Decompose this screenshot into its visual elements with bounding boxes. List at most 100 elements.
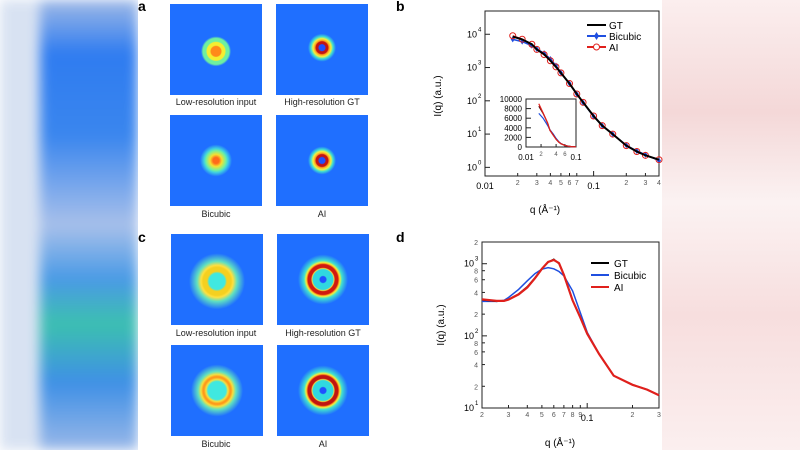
y-tick-label: 10 bbox=[467, 96, 477, 106]
caption-a-gt: High-resolution GT bbox=[284, 97, 360, 107]
heatmap-a-ai bbox=[276, 115, 368, 206]
caption-c-bicubic: Bicubic bbox=[201, 439, 231, 449]
caption-c-low-res: Low-resolution input bbox=[175, 328, 257, 338]
data-point-ai bbox=[566, 80, 574, 88]
inset-background bbox=[526, 99, 576, 147]
x-tick-label: 2 bbox=[631, 412, 635, 419]
data-point-ai bbox=[552, 63, 560, 71]
y-tick-label: 10 bbox=[467, 29, 477, 39]
x-tick-label: 2 bbox=[539, 152, 543, 158]
x-tick-label: 6 bbox=[552, 412, 556, 419]
data-point-ai bbox=[533, 45, 541, 53]
data-point-ai bbox=[598, 122, 606, 130]
figure-panel: a c b d Low-resolution input High-resolu… bbox=[138, 0, 662, 450]
x-tick-label: 2 bbox=[516, 180, 520, 187]
y-tick-label: 2 bbox=[474, 312, 478, 319]
x-tick-label: 7 bbox=[562, 412, 566, 419]
plot-frame bbox=[484, 10, 660, 177]
y-tick-label: 2 bbox=[474, 384, 478, 391]
legend-label-bicubic: Bicubic bbox=[614, 271, 646, 282]
x-tick-label: 5 bbox=[559, 180, 563, 187]
legend-label-gt: GT bbox=[614, 259, 628, 270]
y-tick-label: 8 bbox=[474, 341, 478, 348]
data-point-ai bbox=[609, 130, 617, 138]
panel-label-b: b bbox=[396, 0, 405, 14]
y-tick-exponent: 3 bbox=[475, 257, 479, 263]
y-tick-exponent: 3 bbox=[478, 61, 482, 67]
y-tick-label: 6 bbox=[474, 350, 478, 357]
y-tick-label: 2 bbox=[474, 240, 478, 247]
x-tick-label: 3 bbox=[643, 180, 647, 187]
x-tick-label: 2 bbox=[624, 180, 628, 187]
x-tick-label: 8 bbox=[571, 412, 575, 419]
data-point-ai bbox=[633, 147, 641, 155]
caption-c-ai: AI bbox=[318, 439, 328, 449]
y-tick-label: 10 bbox=[467, 63, 477, 73]
y-tick-label: 4 bbox=[474, 290, 478, 297]
y-tick-label: 10 bbox=[464, 331, 474, 341]
data-point-ai bbox=[509, 32, 517, 40]
y-tick-exponent: 2 bbox=[475, 329, 479, 335]
legend-label-gt: GT bbox=[609, 21, 623, 32]
y-tick-label: 4 bbox=[474, 363, 478, 370]
legend-label-ai: AI bbox=[609, 43, 618, 54]
caption-a-low-res: Low-resolution input bbox=[175, 97, 257, 107]
legend-marker-bicubic bbox=[594, 32, 599, 40]
caption-a-ai: AI bbox=[317, 209, 327, 219]
y-axis-label: I(q) (a.u.) bbox=[436, 304, 447, 345]
x-axis-label: q (Å⁻¹) bbox=[545, 436, 575, 449]
data-point-ai bbox=[573, 90, 581, 98]
data-point-ai bbox=[622, 142, 630, 150]
plot-frame bbox=[481, 241, 660, 409]
y-tick-label: 4000 bbox=[504, 124, 522, 133]
y-tick-exponent: 1 bbox=[478, 127, 482, 133]
x-tick-label: 7 bbox=[575, 180, 579, 187]
data-point-ai bbox=[540, 51, 548, 59]
legend-label-ai: AI bbox=[614, 283, 623, 294]
x-tick-label: 6 bbox=[568, 180, 572, 187]
caption-c-gt: High-resolution GT bbox=[285, 328, 361, 338]
y-axis-label: I(q) (a.u.) bbox=[433, 75, 444, 116]
x-tick-label: 6 bbox=[563, 152, 567, 158]
series-line-gt bbox=[512, 35, 660, 161]
y-tick-exponent: 4 bbox=[478, 27, 482, 33]
y-tick-label: 10000 bbox=[500, 95, 523, 104]
legend-marker-ai bbox=[593, 43, 600, 51]
data-point-ai bbox=[590, 112, 598, 120]
y-tick-label: 2000 bbox=[504, 133, 522, 142]
x-tick-label: 0.01 bbox=[518, 153, 534, 162]
y-tick-exponent: 2 bbox=[478, 94, 482, 100]
series-line-bicubic bbox=[482, 266, 660, 396]
series-line-ai bbox=[481, 258, 660, 397]
x-tick-label: 9 bbox=[578, 412, 582, 419]
y-tick-label: 10 bbox=[467, 129, 477, 139]
x-tick-label: 0.1 bbox=[581, 413, 594, 423]
x-tick-label: 3 bbox=[657, 412, 661, 419]
y-tick-label: 8 bbox=[474, 269, 478, 276]
panel-label-c: c bbox=[138, 229, 146, 245]
y-tick-label: 0 bbox=[518, 143, 523, 152]
x-tick-label: 2 bbox=[480, 412, 484, 419]
data-point-ai bbox=[546, 57, 554, 65]
x-tick-label: 3 bbox=[507, 412, 511, 419]
data-point-ai bbox=[528, 40, 536, 48]
x-tick-label: 0.1 bbox=[570, 153, 582, 162]
x-tick-label: 4 bbox=[554, 152, 558, 158]
heatmap-a-low-res bbox=[170, 4, 262, 95]
y-tick-label: 8000 bbox=[504, 105, 522, 114]
x-tick-label: 0.1 bbox=[587, 181, 600, 191]
y-tick-label: 10 bbox=[467, 162, 477, 172]
heatmap-c-gt bbox=[277, 234, 369, 325]
y-tick-label: 10 bbox=[464, 259, 474, 269]
data-point-ai bbox=[579, 98, 587, 106]
x-tick-label: 4 bbox=[657, 180, 661, 187]
x-tick-label: 0.01 bbox=[476, 181, 494, 191]
heatmap-a-bicubic bbox=[170, 115, 262, 206]
inset-series-ai bbox=[538, 103, 577, 148]
y-tick-label: 6 bbox=[474, 278, 478, 285]
heatmap-c-low-res bbox=[171, 234, 263, 325]
plot-frame bbox=[525, 98, 577, 148]
panel-label-d: d bbox=[396, 229, 405, 245]
y-tick-exponent: 1 bbox=[475, 401, 479, 407]
